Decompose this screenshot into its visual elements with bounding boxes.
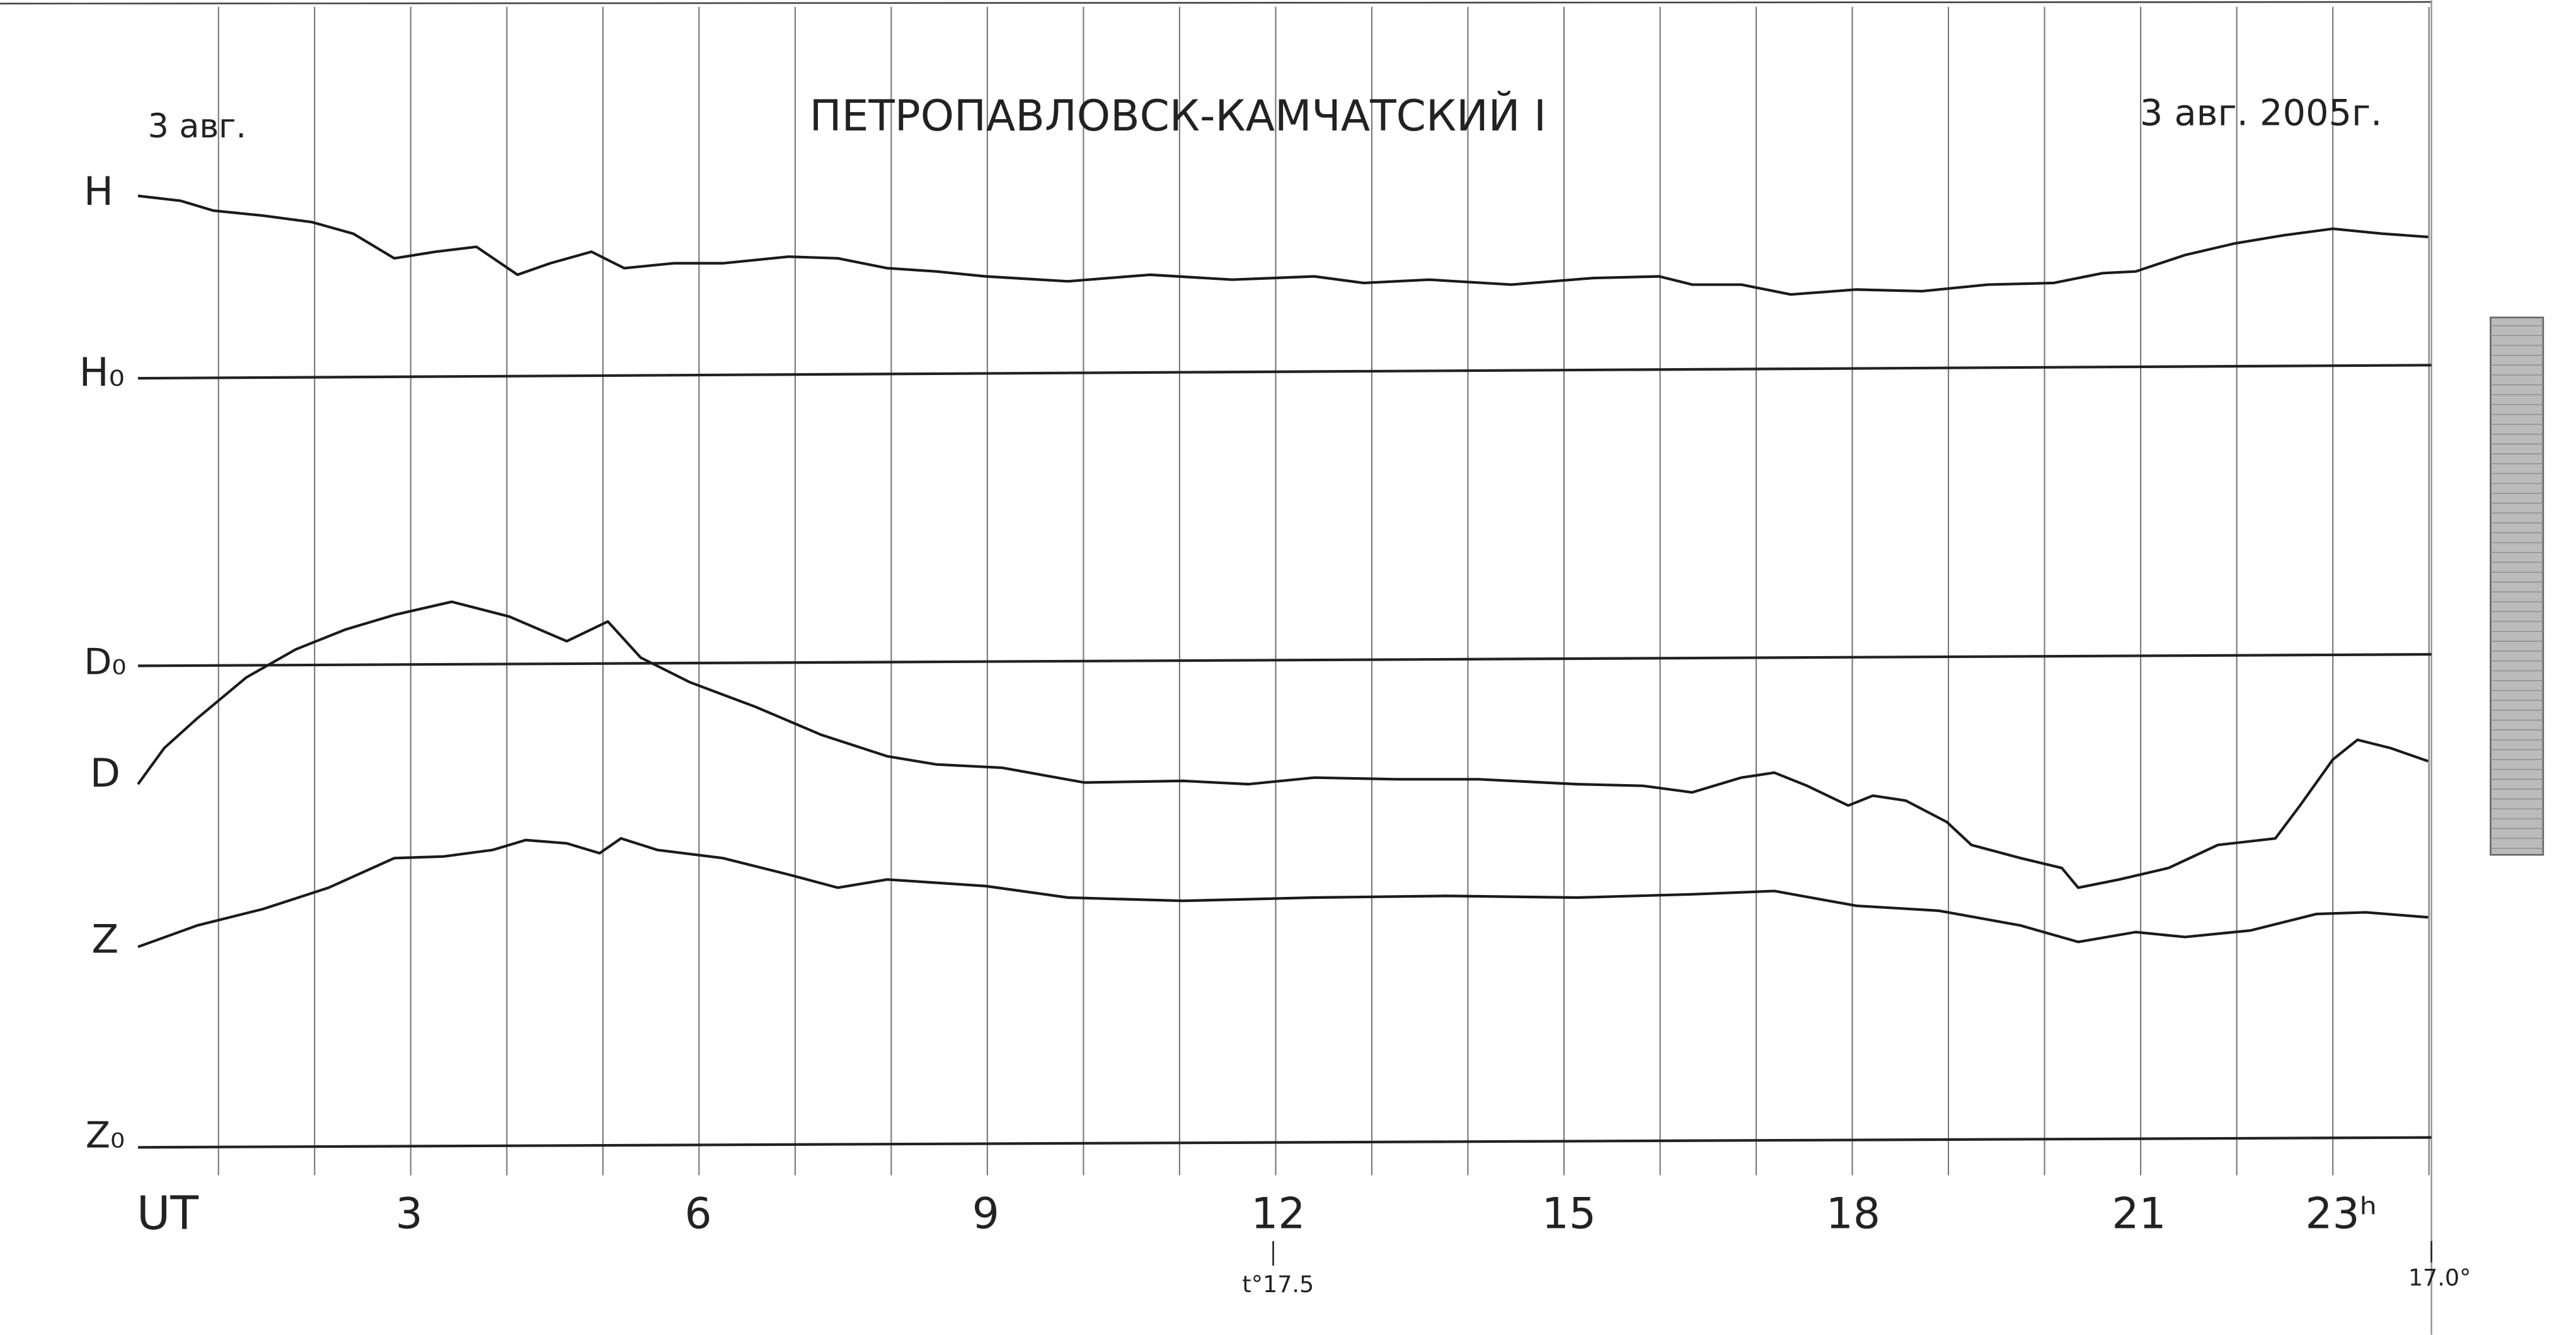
hour-label: 9 [972,1188,999,1238]
station-title: ПЕТРОПАВЛОВСК-КАМЧАТСКИЙ I [810,91,1546,141]
date-right: 3 авг. 2005г. [2140,92,2383,134]
hour-label: 15 [1542,1188,1596,1238]
date-left: 3 авг. [148,108,246,146]
top-border [0,1,2432,5]
hour-grid [217,6,2430,1176]
hour-label: 6 [684,1188,711,1238]
trace-label: Z₀ [86,1114,125,1156]
d-trace [137,600,2429,889]
z-trace [137,837,2429,949]
trace-label: H [84,168,113,214]
h-baseline [137,364,2432,380]
hour-label: 23ʰ [2305,1188,2377,1238]
temperature: t°17.5 [1242,1271,1314,1298]
hour-label: 3 [396,1188,423,1238]
hour-label: 12 [1251,1188,1305,1238]
z-baseline [137,1136,2432,1149]
time-axis-label: UT [137,1187,198,1240]
trace-label: H₀ [79,349,125,395]
hour-labels: 3 6 9 12 15 18 21 23ʰ [396,1188,2377,1238]
scale-strip [2490,316,2544,856]
trace-label: Z [91,916,118,962]
hour-label: 21 [2112,1188,2166,1238]
hour-label: 18 [1826,1188,1880,1238]
d-baseline [137,653,2432,668]
temperature: 17.0° [2408,1264,2471,1291]
trace-label: D [90,750,120,796]
scale-strip-lines [2490,325,2543,849]
h-trace [137,194,2429,296]
trace-label: D₀ [84,640,126,683]
